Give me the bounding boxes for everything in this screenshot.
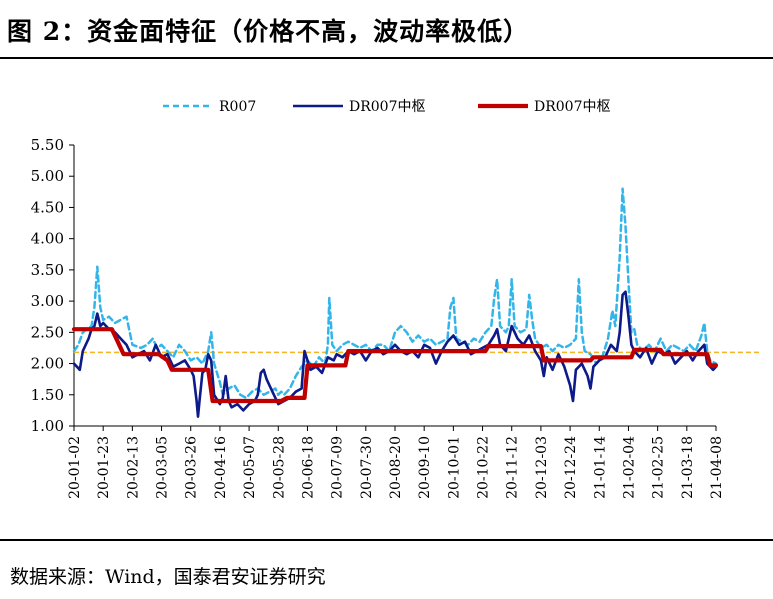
x-tick-label: 20-06-18 xyxy=(300,436,316,499)
x-tick-label: 20-03-05 xyxy=(155,436,171,499)
legend: R007 DR007中枢 DR007中枢 xyxy=(163,99,611,115)
x-tick-label: 21-04-08 xyxy=(709,436,725,499)
x-tick-label: 20-09-10 xyxy=(417,436,433,499)
plot-area xyxy=(71,187,719,418)
x-tick-label: 20-04-16 xyxy=(213,436,229,499)
source-note: 数据来源：Wind，国泰君安证券研究 xyxy=(10,566,326,588)
legend-label: DR007中枢 xyxy=(349,99,426,115)
series-line-r007 xyxy=(72,187,718,400)
figure-title: 图 2：资金面特征（价格不高，波动率极低） xyxy=(7,17,530,46)
x-tick-label: 20-01-02 xyxy=(67,436,83,499)
y-tick-label: 4.50 xyxy=(31,198,64,216)
x-tick-label: 20-08-20 xyxy=(388,436,404,499)
top-rule xyxy=(0,57,773,59)
x-tick-label: 20-03-26 xyxy=(184,436,200,499)
y-tick-label: 5.00 xyxy=(31,167,64,185)
x-tick-label: 20-02-13 xyxy=(125,436,141,499)
y-tick-label: 3.00 xyxy=(31,292,64,310)
legend-label: DR007中枢 xyxy=(534,99,611,115)
y-tick-label: 3.50 xyxy=(31,261,64,279)
x-tick-label: 20-01-23 xyxy=(96,436,112,499)
y-axis: 1.00 1.50 2.00 2.50 3.00 3.50 4.00 4.50 5.00 5.50 xyxy=(31,136,75,435)
x-tick-label: 20-12-24 xyxy=(563,436,579,499)
x-tick-label: 21-01-14 xyxy=(592,436,608,499)
x-tick-label: 20-10-01 xyxy=(446,436,462,499)
bottom-rule xyxy=(0,539,773,541)
x-tick-label: 21-02-04 xyxy=(621,436,637,499)
x-axis: 20-01-02 20-01-23 20-02-13 20-03-05 20-03-26… xyxy=(67,425,725,499)
x-tick-label: 20-05-07 xyxy=(242,436,258,499)
x-tick-label: 20-12-03 xyxy=(534,436,550,499)
chart-svg: R007 DR007中枢 DR007中枢 1.00 1.50 2.00 2.50 3.00 3… xyxy=(31,99,761,499)
x-tick-label: 21-02-25 xyxy=(651,436,667,499)
y-tick-label: 4.00 xyxy=(31,230,64,248)
y-tick-label: 1.50 xyxy=(31,386,64,404)
x-tick-label: 20-05-28 xyxy=(271,436,287,499)
x-tick-label: 20-07-30 xyxy=(359,436,375,499)
y-tick-label: 1.00 xyxy=(31,417,64,435)
x-tick-label: 21-03-18 xyxy=(680,436,696,499)
y-tick-label: 2.00 xyxy=(31,355,64,373)
y-tick-label: 5.50 xyxy=(31,136,64,154)
x-tick-label: 20-07-09 xyxy=(330,436,346,499)
x-tick-label: 20-10-22 xyxy=(476,436,492,499)
legend-label: R007 xyxy=(219,99,256,115)
x-tick-label: 20-11-12 xyxy=(505,436,521,499)
series-line-dr007-center xyxy=(71,327,719,404)
y-tick-label: 2.50 xyxy=(31,323,64,341)
